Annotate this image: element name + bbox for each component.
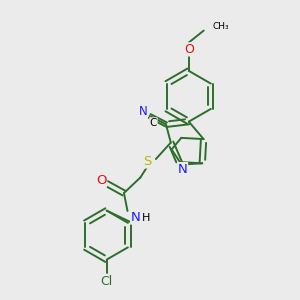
Text: N: N [178, 163, 188, 176]
Text: N: N [139, 105, 147, 118]
Text: S: S [143, 155, 152, 168]
Text: CH₃: CH₃ [212, 22, 229, 32]
Text: H: H [142, 212, 151, 223]
Text: O: O [96, 174, 106, 187]
Text: Cl: Cl [100, 274, 113, 288]
Text: C: C [150, 118, 157, 128]
Text: N: N [131, 211, 140, 224]
Text: O: O [184, 43, 194, 56]
